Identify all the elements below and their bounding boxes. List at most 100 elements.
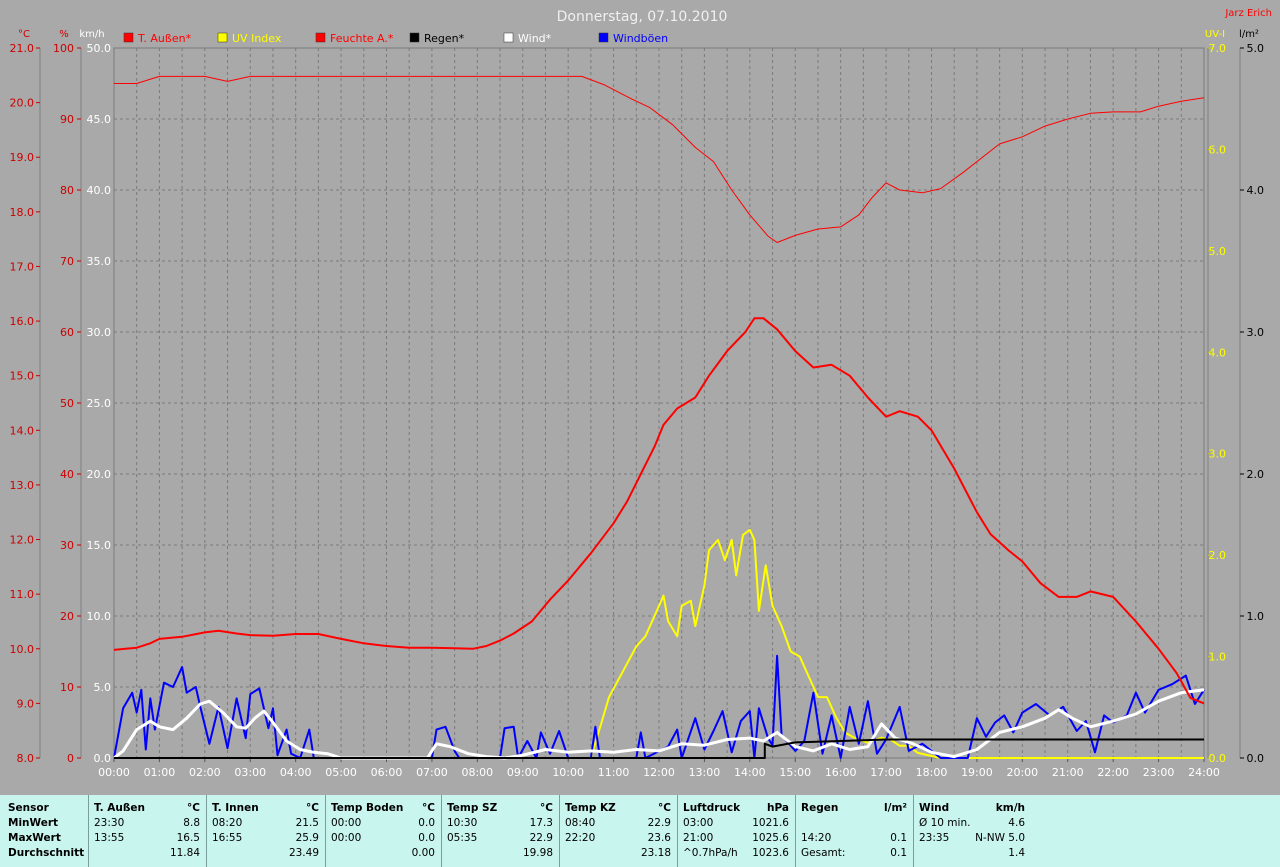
stats-min-time: 00:00: [331, 817, 362, 829]
hum-tick-label: 80: [60, 184, 74, 197]
x-tick-label: 07:00: [416, 766, 448, 779]
stats-col-name: Luftdruck: [683, 802, 741, 814]
temp-tick-label: 20.0: [10, 97, 35, 110]
temp-tick-label: 19.0: [10, 151, 35, 164]
stats-avg-label: ^0.7hPa/h: [683, 847, 738, 859]
stats-min-time: 08:20: [212, 817, 243, 829]
kmh-tick-label: 10.0: [87, 610, 112, 623]
x-tick-label: 24:00: [1188, 766, 1220, 779]
uv-tick-label: 4.0: [1209, 346, 1227, 359]
stats-avg-value: 0.00: [411, 847, 435, 859]
legend-label: Windböen: [613, 32, 668, 45]
hum-tick-label: 70: [60, 255, 74, 268]
uv-tick-label: 2.0: [1209, 549, 1227, 562]
stats-max-value: 23.6: [647, 832, 671, 844]
stats-avg-value: 11.84: [169, 847, 200, 859]
rain-line: [114, 738, 1204, 759]
hum-tick-label: 60: [60, 326, 74, 339]
x-tick-label: 23:00: [1143, 766, 1175, 779]
legend-swatch: [123, 32, 134, 43]
x-tick-label: 18:00: [916, 766, 948, 779]
stats-col-unit: l/m²: [884, 802, 907, 814]
kmh-unit-label: km/h: [79, 29, 104, 40]
legend-swatch: [598, 32, 609, 43]
uv-tick-label: 7.0: [1209, 42, 1227, 55]
x-tick-label: 00:00: [98, 766, 130, 779]
author-label: Jarz Erich: [1224, 8, 1272, 19]
hum-tick-label: 0: [67, 752, 74, 765]
legend-label: Feuchte A.*: [330, 32, 394, 45]
stats-avg-value: 23.49: [288, 847, 319, 859]
kmh-tick-label: 25.0: [87, 397, 112, 410]
legend-swatch: [409, 32, 420, 43]
stats-column: Temp KZ °C 08:40 22.9 22:20 23.6 23.18: [559, 795, 678, 867]
stats-row-labels: Sensor MinWert MaxWert Durchschnitt: [0, 795, 89, 867]
row-label-sensor: Sensor: [8, 802, 49, 814]
stats-max-value: 22.9: [529, 832, 553, 844]
stats-col-name: T. Innen: [212, 802, 259, 814]
uv-tick-label: 1.0: [1209, 651, 1227, 664]
temp-tick-label: 18.0: [10, 206, 35, 219]
temp-unit-label: °C: [18, 29, 30, 40]
stats-col-name: Temp SZ: [447, 802, 498, 814]
temp-tick-label: 13.0: [10, 479, 35, 492]
kmh-tick-label: 0.0: [94, 752, 112, 765]
rain-tick-label: 4.0: [1247, 184, 1265, 197]
humidity-line: [114, 75, 1205, 243]
x-tick-label: 21:00: [1052, 766, 1084, 779]
stats-min-time: 10:30: [447, 817, 478, 829]
stats-min-value: 4.6: [1008, 817, 1025, 829]
stats-panel: Sensor MinWert MaxWert Durchschnitt T. A…: [0, 795, 1280, 867]
row-label-min: MinWert: [8, 817, 59, 829]
x-tick-label: 11:00: [598, 766, 630, 779]
stats-max-value: 25.9: [295, 832, 319, 844]
uv-tick-label: 6.0: [1209, 143, 1227, 156]
hum-tick-label: 40: [60, 468, 74, 481]
x-tick-label: 22:00: [1097, 766, 1129, 779]
legend-label: UV Index: [232, 32, 282, 45]
legend-swatch: [315, 32, 326, 43]
stats-max-time: 14:20: [801, 832, 832, 844]
x-tick-label: 16:00: [825, 766, 857, 779]
temp-tick-label: 15.0: [10, 370, 35, 383]
rain-tick-label: 3.0: [1247, 326, 1265, 339]
x-tick-label: 17:00: [870, 766, 902, 779]
hum-tick-label: 30: [60, 539, 74, 552]
x-tick-label: 12:00: [643, 766, 675, 779]
stats-avg-label: Gesamt:: [801, 847, 846, 859]
stats-col-unit: °C: [187, 802, 200, 814]
stats-min-time: Ø 10 min.: [919, 817, 971, 829]
legend-swatch: [217, 32, 228, 43]
stats-max-time: 16:55: [212, 832, 243, 844]
x-tick-label: 19:00: [961, 766, 993, 779]
x-tick-label: 06:00: [371, 766, 403, 779]
stats-min-time: 23:30: [94, 817, 125, 829]
uv-tick-label: 3.0: [1209, 448, 1227, 461]
rain-tick-label: 0.0: [1247, 752, 1265, 765]
temp-line: [113, 317, 1205, 705]
stats-max-value: 0.1: [890, 832, 907, 844]
chart-title: Donnerstag, 07.10.2010: [557, 9, 728, 25]
stats-col-name: T. Außen: [94, 802, 145, 814]
row-label-max: MaxWert: [8, 832, 61, 844]
stats-column: Temp Boden °C 00:00 0.0 00:00 0.0 0.00: [325, 795, 442, 867]
stats-avg-value: 0.1: [890, 847, 907, 859]
stats-min-time: 08:40: [565, 817, 596, 829]
temp-tick-label: 11.0: [10, 588, 35, 601]
stats-col-name: Temp KZ: [565, 802, 616, 814]
stats-column: Regen l/m² 14:20 0.1 Gesamt: 0.1: [795, 795, 914, 867]
rain-tick-label: 1.0: [1247, 610, 1265, 623]
stats-max-time: 23:35: [919, 832, 950, 844]
x-tick-label: 03:00: [234, 766, 266, 779]
weather-chart: Donnerstag, 07.10.2010 Jarz Erich °C % k…: [10, 8, 1273, 779]
x-tick-label: 20:00: [1006, 766, 1038, 779]
stats-max-time: 22:20: [565, 832, 596, 844]
temp-tick-label: 12.0: [10, 534, 35, 547]
stats-min-value: 17.3: [529, 817, 553, 829]
temp-tick-label: 14.0: [10, 424, 35, 437]
rain-unit-label: l/m²: [1239, 29, 1259, 40]
row-label-avg: Durchschnitt: [8, 847, 85, 859]
stats-col-unit: °C: [422, 802, 435, 814]
stats-max-value: 1025.6: [752, 832, 789, 844]
stats-col-unit: °C: [658, 802, 671, 814]
